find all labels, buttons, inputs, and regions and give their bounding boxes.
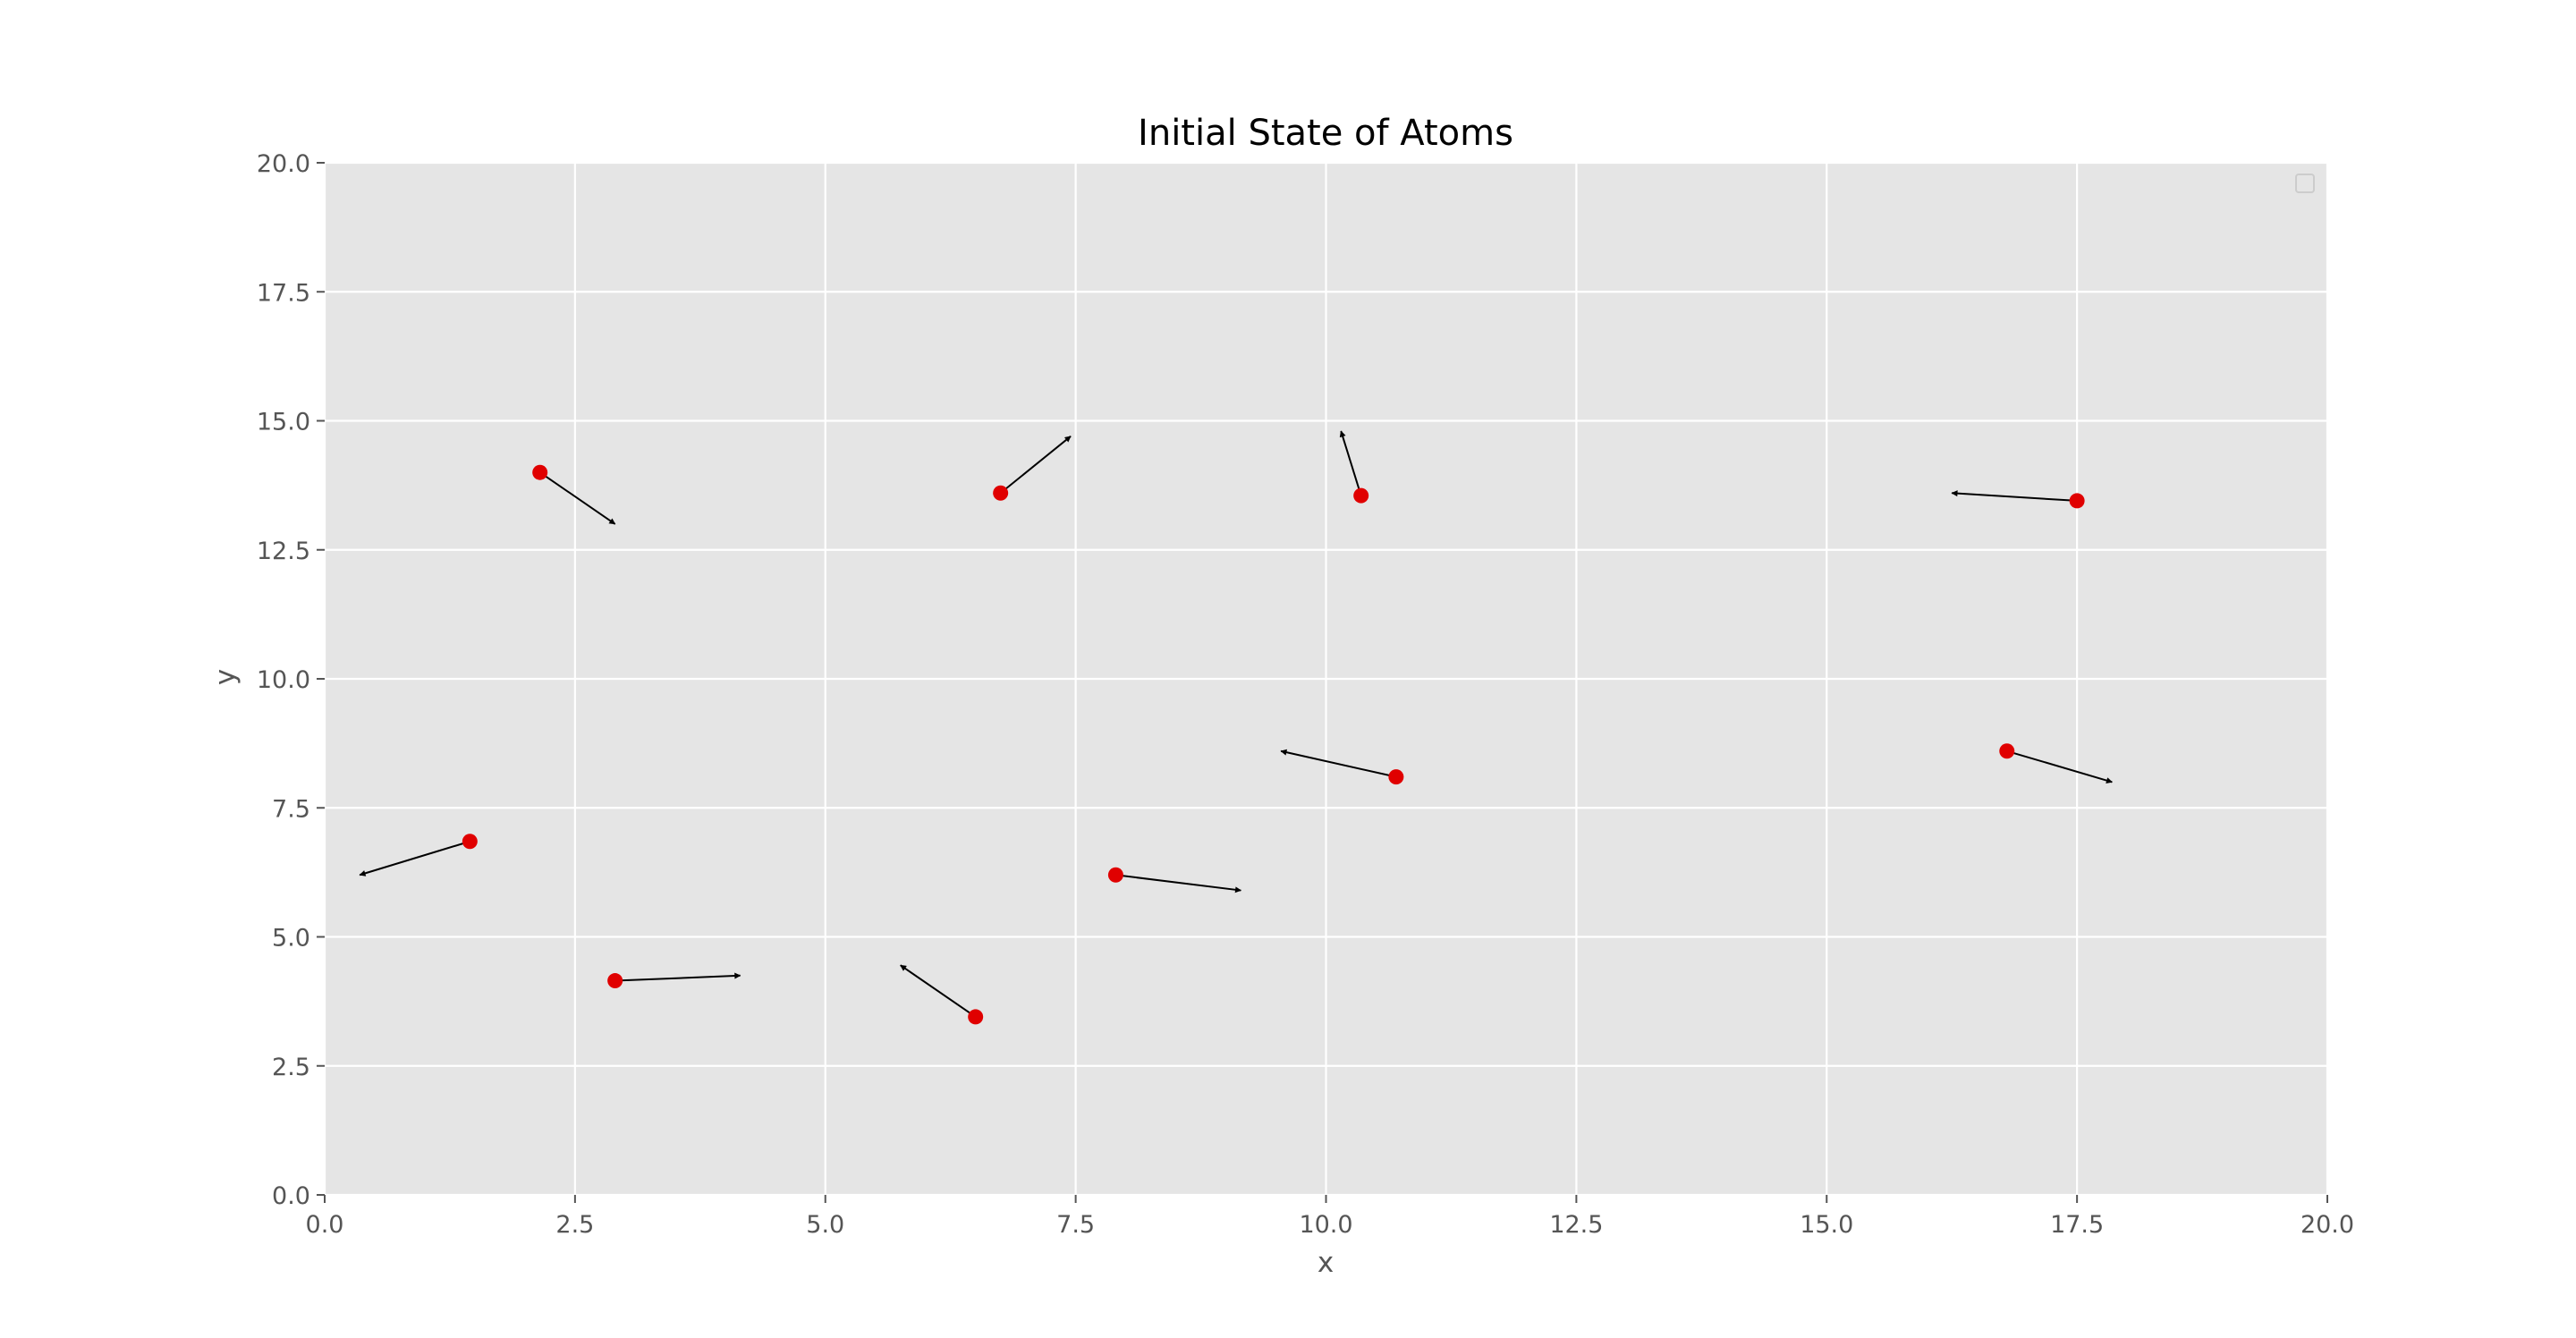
x-tick-label: 15.0 (1800, 1211, 1853, 1239)
atom-point (1999, 743, 2015, 759)
atom-point (462, 834, 478, 850)
atom-point (1353, 487, 1369, 504)
atom-point (1388, 769, 1404, 785)
x-axis-label: x (1318, 1247, 1334, 1279)
atom-point (1107, 867, 1123, 883)
legend-box (2295, 174, 2315, 193)
y-tick-label: 0.0 (272, 1182, 310, 1210)
x-tick-label: 2.5 (555, 1211, 594, 1239)
velocity-arrow (614, 972, 741, 982)
x-tick-label: 12.5 (1549, 1211, 1603, 1239)
y-tick-label: 20.0 (257, 150, 310, 178)
data-marks (359, 430, 2113, 1025)
y-tick-label: 2.5 (272, 1054, 310, 1081)
x-tick-label: 5.0 (806, 1211, 844, 1239)
velocity-arrow (1951, 490, 2078, 502)
x-tick-label: 17.5 (2050, 1211, 2104, 1239)
atom-point (2069, 493, 2085, 509)
atom-point (607, 973, 623, 989)
velocity-arrow (1280, 749, 1397, 778)
x-tick-label: 7.5 (1056, 1211, 1095, 1239)
atom-point (532, 464, 548, 480)
velocity-arrow (2006, 749, 2113, 783)
x-tick-label: 10.0 (1299, 1211, 1352, 1239)
y-tick-label: 10.0 (257, 666, 310, 694)
y-tick-label: 7.5 (272, 795, 310, 823)
velocity-arrow (900, 964, 977, 1018)
atom-point (968, 1009, 984, 1025)
y-tick-label: 12.5 (257, 538, 310, 565)
x-tick-label: 20.0 (2301, 1211, 2354, 1239)
x-tick-label: 0.0 (306, 1211, 344, 1239)
velocity-arrow (1115, 874, 1242, 893)
y-axis-label: y (209, 669, 242, 685)
velocity-arrow (359, 840, 470, 876)
y-tick-label: 5.0 (272, 925, 310, 953)
chart-title: Initial State of Atoms (1138, 113, 1513, 154)
axes: 0.0 2.5 5.0 7.5 10.0 12.5 15.0 17.5 20.0 0.0 2.5 5.… (257, 150, 2354, 1239)
velocity-arrow (539, 471, 616, 525)
y-tick-label: 17.5 (257, 279, 310, 307)
atom-point (993, 485, 1009, 501)
y-tick-label: 15.0 (257, 409, 310, 436)
velocity-arrow (1000, 436, 1072, 495)
velocity-arrow (1339, 430, 1362, 496)
